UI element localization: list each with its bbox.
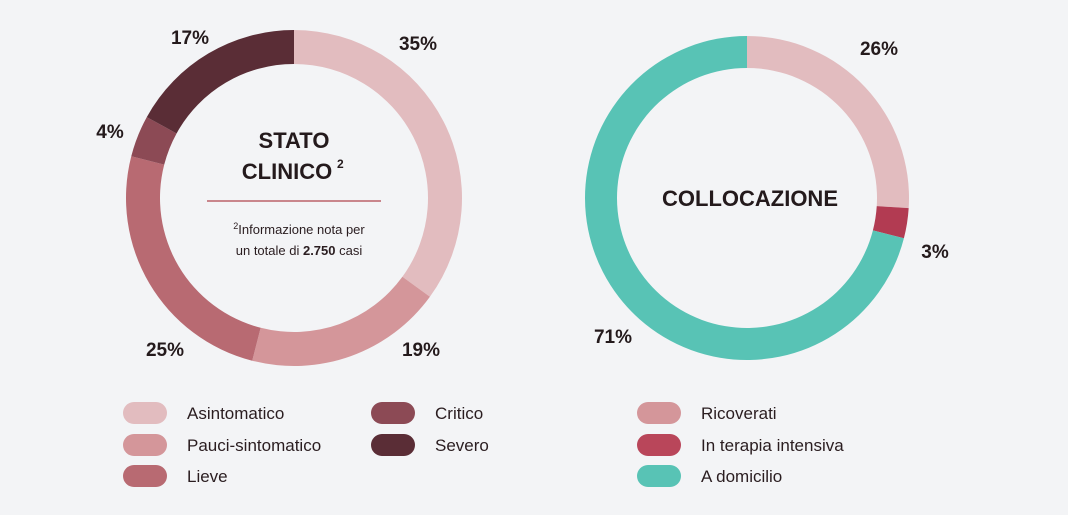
stato-clinico-legend: Asintomatico Pauci-sintomatico Lieve Critic…	[123, 402, 489, 487]
collocazione-legend-label-in-terapia-intensiva: In terapia intensiva	[701, 436, 844, 455]
stato-clinico-title: STATO	[259, 128, 330, 153]
collocazione-value-label-a-domicilio: 71%	[594, 327, 632, 348]
stato-clinico-value-label-critico: 4%	[96, 122, 124, 143]
stato-clinico-slice-critico	[131, 117, 177, 165]
stato-clinico-legend-swatch-lieve	[123, 465, 167, 487]
stato-clinico-legend-label-critico: Critico	[435, 404, 483, 423]
stato-clinico-slice-pauci-sintomatico	[252, 276, 430, 367]
stato-clinico-slice-severo	[146, 30, 294, 134]
stato-clinico-legend-swatch-severo	[371, 434, 415, 456]
collocazione-value-label-in-terapia-intensiva: 3%	[921, 242, 949, 263]
stato-clinico-note-line2: un totale di 2.750 casi	[236, 243, 363, 258]
collocazione-donut: 26% 3% 71%	[585, 36, 949, 360]
stato-clinico-title-line2: CLINICO	[242, 159, 332, 184]
stato-clinico-legend-swatch-asintomatico	[123, 402, 167, 424]
collocazione-title: COLLOCAZIONE	[662, 186, 838, 211]
collocazione-slice-in-terapia-intensiva	[872, 206, 909, 239]
collocazione-legend: Ricoverati In terapia intensiva A domicili…	[637, 402, 844, 487]
stato-clinico-value-label-pauci-sintomatico: 19%	[402, 340, 440, 361]
stato-clinico-donut: 35% 19% 25% 4% 17%	[96, 28, 462, 367]
stato-clinico-legend-swatch-pauci-sintomatico	[123, 434, 167, 456]
stato-clinico-title-footnote-mark: 2	[337, 157, 344, 171]
collocazione-slice-ricoverati	[747, 36, 909, 209]
stato-clinico-legend-label-severo: Severo	[435, 436, 489, 455]
stato-clinico-legend-label-lieve: Lieve	[187, 467, 228, 486]
collocazione-legend-swatch-in-terapia-intensiva	[637, 434, 681, 456]
stato-clinico-note-line1: 2Informazione nota per	[233, 221, 365, 237]
stato-clinico-slice-lieve	[125, 156, 261, 361]
stato-clinico-legend-label-pauci-sintomatico: Pauci-sintomatico	[187, 436, 321, 455]
stato-clinico-value-label-severo: 17%	[171, 28, 209, 49]
stato-clinico-legend-swatch-critico	[371, 402, 415, 424]
stato-clinico-legend-label-asintomatico: Asintomatico	[187, 404, 284, 423]
stato-clinico-value-label-asintomatico: 35%	[399, 34, 437, 55]
collocazione-legend-swatch-ricoverati	[637, 402, 681, 424]
collocazione-legend-label-a-domicilio: A domicilio	[701, 467, 782, 486]
collocazione-value-label-ricoverati: 26%	[860, 39, 898, 60]
stato-clinico-slice-asintomatico	[294, 30, 462, 297]
collocazione-legend-label-ricoverati: Ricoverati	[701, 404, 777, 423]
collocazione-legend-swatch-a-domicilio	[637, 465, 681, 487]
stato-clinico-value-label-lieve: 25%	[146, 340, 184, 361]
